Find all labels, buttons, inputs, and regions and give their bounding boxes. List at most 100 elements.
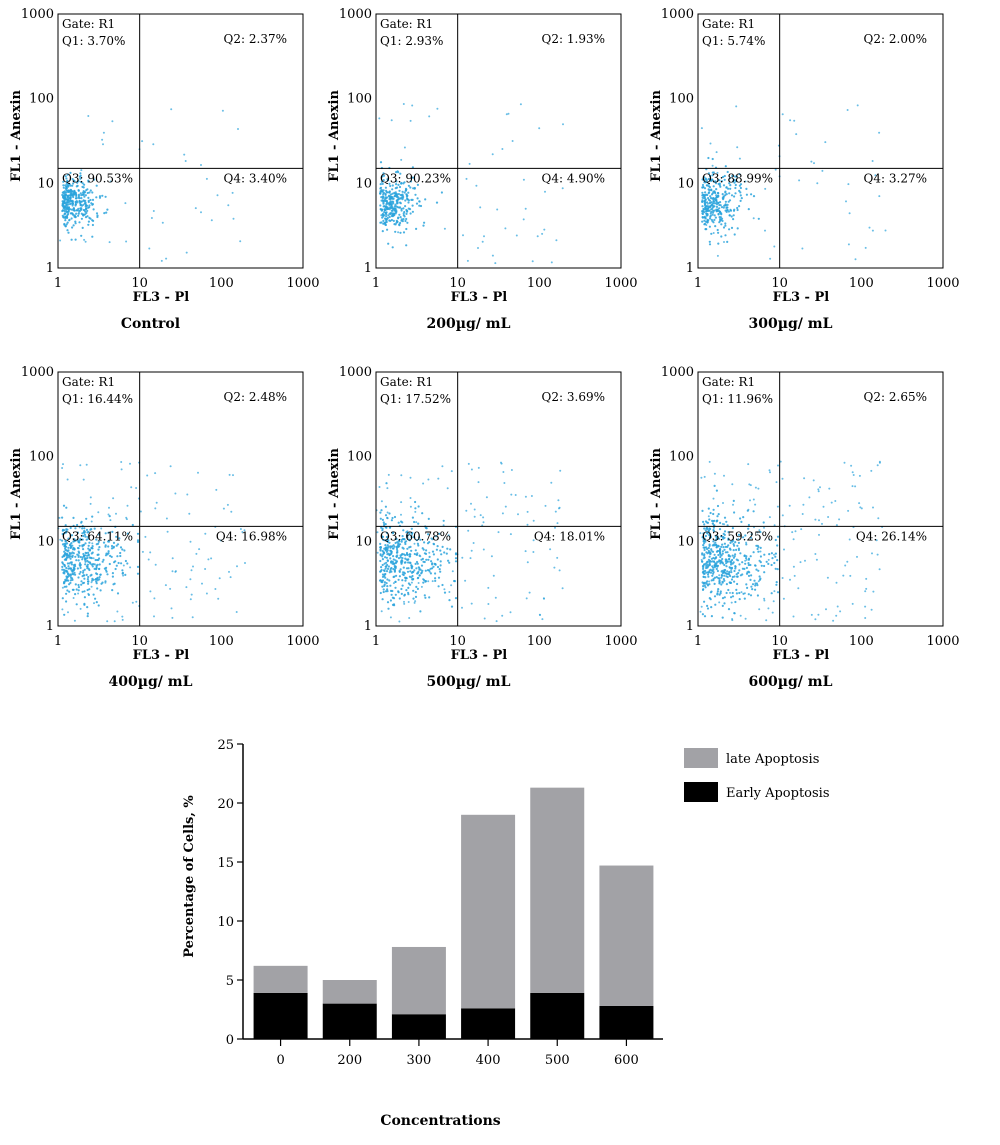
- event-dot: [757, 545, 760, 549]
- event-dot: [109, 180, 112, 183]
- event-dot: [237, 128, 239, 130]
- event-dot: [87, 179, 90, 182]
- y-tick-label: 1: [364, 619, 372, 634]
- event-dot: [71, 178, 74, 181]
- event-dot: [701, 196, 704, 199]
- event-dot: [70, 546, 73, 549]
- event-dot: [64, 191, 67, 194]
- event-dot: [387, 242, 390, 245]
- event-dot: [708, 243, 712, 246]
- event-dot: [717, 179, 720, 182]
- event-dot: [77, 195, 80, 198]
- event-dot: [712, 508, 715, 511]
- event-dot: [86, 612, 89, 615]
- event-dot: [772, 600, 775, 603]
- event-dot: [711, 213, 714, 216]
- event-dot: [716, 515, 719, 518]
- event-dot: [878, 131, 881, 134]
- event-dot: [554, 510, 557, 513]
- event-dot: [814, 618, 817, 621]
- event-dot: [871, 229, 874, 232]
- event-dot: [712, 199, 715, 202]
- event-dot: [524, 207, 527, 210]
- event-dot: [439, 560, 442, 563]
- event-dot: [70, 208, 74, 211]
- event-dot: [400, 501, 403, 504]
- event-dot: [79, 555, 82, 559]
- event-dot: [714, 191, 717, 195]
- event-dot: [713, 560, 715, 563]
- event-dot: [384, 567, 387, 570]
- event-dot: [88, 568, 91, 572]
- event-dot: [422, 548, 425, 551]
- event-dot: [123, 549, 126, 552]
- event-dot: [82, 543, 85, 546]
- event-dot: [440, 553, 443, 556]
- x-tick-label: 200: [337, 1053, 362, 1068]
- event-dot: [763, 564, 766, 568]
- event-dot: [131, 523, 134, 527]
- event-dot: [86, 536, 89, 538]
- event-dot: [82, 534, 85, 538]
- event-dot: [423, 552, 426, 555]
- event-dot: [398, 597, 401, 600]
- event-dot: [87, 530, 90, 533]
- event-dot: [703, 600, 706, 603]
- event-dot: [722, 226, 726, 229]
- event-dot: [391, 213, 394, 216]
- event-dot: [383, 200, 386, 203]
- event-dot: [417, 582, 420, 584]
- event-dot: [744, 559, 747, 562]
- event-dot: [747, 558, 750, 561]
- event-dot: [773, 245, 776, 248]
- event-dot: [426, 569, 430, 572]
- event-dot: [65, 506, 68, 509]
- event-dot: [405, 188, 408, 191]
- event-dot: [101, 138, 104, 141]
- y-tick-label: 1: [46, 261, 54, 276]
- event-dot: [734, 565, 737, 568]
- event-dot: [554, 526, 556, 529]
- event-dot: [392, 582, 395, 585]
- event-dot: [404, 205, 407, 208]
- event-dot: [83, 529, 86, 532]
- event-dot: [400, 207, 403, 210]
- event-dot: [92, 578, 95, 581]
- event-dot: [735, 175, 738, 178]
- event-dot: [702, 520, 705, 523]
- event-dot: [96, 587, 99, 590]
- event-dot: [384, 505, 387, 508]
- event-dot: [65, 556, 68, 559]
- event-dot: [86, 578, 89, 581]
- x-tick-label: 1: [694, 276, 702, 291]
- y-tick-label: 25: [217, 738, 234, 753]
- y-axis-label: FL1 - Anexin: [649, 448, 664, 540]
- event-dot: [62, 504, 66, 507]
- event-dot: [94, 597, 97, 600]
- event-dot: [443, 551, 446, 554]
- event-dot: [380, 221, 383, 224]
- event-dot: [708, 186, 711, 189]
- event-dot: [705, 205, 708, 208]
- event-dot: [87, 196, 90, 199]
- event-dot: [388, 541, 391, 544]
- event-dot: [718, 182, 721, 185]
- event-dot: [715, 151, 718, 154]
- event-dot: [700, 476, 703, 479]
- event-dot: [65, 177, 68, 180]
- event-dot: [436, 545, 439, 548]
- event-dot: [63, 550, 66, 553]
- event-dot: [715, 188, 718, 191]
- event-dot: [716, 536, 719, 539]
- event-dot: [849, 574, 852, 577]
- event-dot: [111, 589, 114, 592]
- event-dot: [703, 187, 707, 190]
- event-dot: [454, 560, 458, 563]
- event-dot: [116, 610, 119, 613]
- event-dot: [385, 199, 388, 203]
- event-dot: [79, 174, 82, 177]
- gate-label: Gate: R1: [380, 17, 433, 31]
- event-dot: [382, 521, 385, 524]
- event-dot: [91, 191, 94, 194]
- event-dot: [87, 200, 90, 204]
